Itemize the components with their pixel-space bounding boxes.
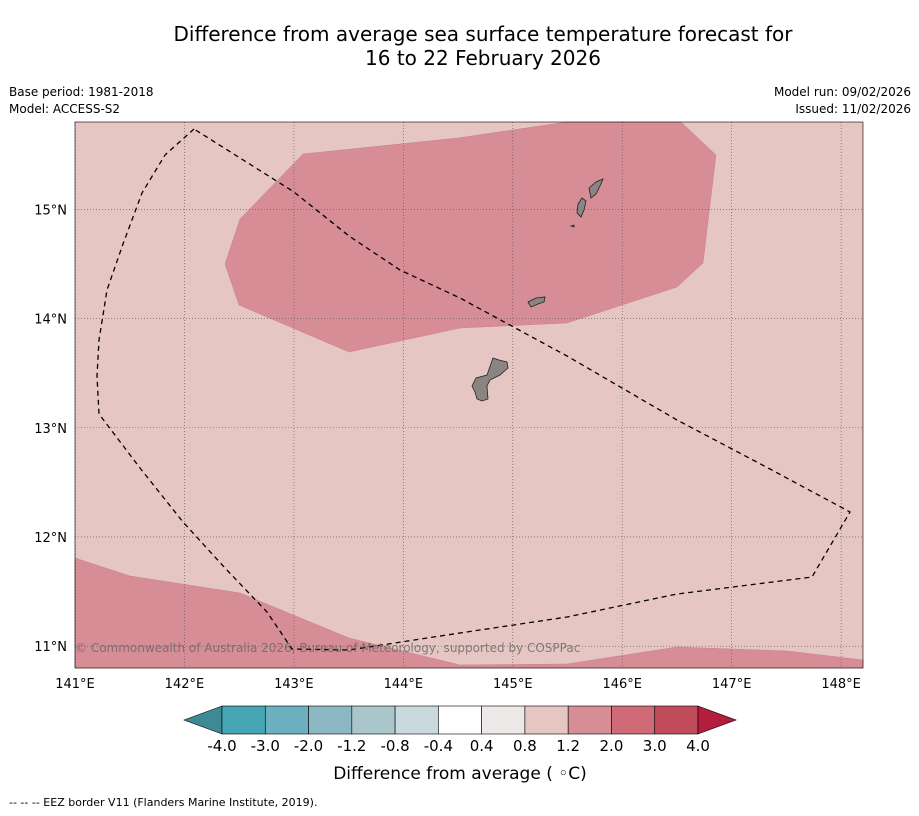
colorbar-tick: -2.0 <box>294 737 323 755</box>
islands <box>471 178 604 402</box>
issued-date: Issued: 11/02/2026 <box>795 102 911 116</box>
guam-island <box>471 357 509 402</box>
lon-label: 145°E <box>493 677 533 692</box>
lon-axis: 141°E 142°E 143°E 144°E 145°E 146°E 147°… <box>55 677 861 692</box>
chart-title: Difference from average sea surface temp… <box>0 22 919 70</box>
colorbar-tick: 2.0 <box>600 737 624 755</box>
model-name: Model: ACCESS-S2 <box>9 102 121 116</box>
lon-label: 143°E <box>274 677 314 692</box>
lon-label: 144°E <box>384 677 424 692</box>
meta-left: Base period: 1981-2018 Model: ACCESS-S2 <box>9 84 154 118</box>
lon-label: 141°E <box>55 677 95 692</box>
colorbar-box <box>524 705 569 735</box>
lon-label: 142°E <box>165 677 205 692</box>
colorbar-box <box>264 705 309 735</box>
eez-border <box>96 128 851 651</box>
colorbar-tick: 3.0 <box>643 737 667 755</box>
colorbar-tick: 1.2 <box>556 737 580 755</box>
colorbar-boxes <box>221 705 699 735</box>
lat-label: 14°N <box>34 313 67 328</box>
colorbar-box <box>654 705 699 735</box>
colorbar-box <box>221 705 266 735</box>
aguijan-island <box>569 224 575 228</box>
map-panel: © Commonwealth of Australia 2026, Bureau… <box>74 121 864 669</box>
meta-right: Model run: 09/02/2026 Issued: 11/02/2026 <box>774 84 911 118</box>
colorbar-over-arrow <box>697 705 737 735</box>
lat-label: 11°N <box>34 640 67 655</box>
tinian-island <box>576 197 587 218</box>
title-line-2: 16 to 22 February 2026 <box>365 46 601 70</box>
colorbar-under-arrow <box>183 705 223 735</box>
colorbar-box <box>351 705 396 735</box>
lat-label: 13°N <box>34 422 67 437</box>
colorbar-box <box>567 705 612 735</box>
lon-label: 146°E <box>602 677 642 692</box>
colorbar-tick: 0.4 <box>470 737 494 755</box>
lon-label: 148°E <box>821 677 861 692</box>
colorbar-tick: -0.4 <box>424 737 453 755</box>
saipan-island <box>588 178 604 199</box>
lat-label: 12°N <box>34 531 67 546</box>
colorbar-box <box>438 705 482 735</box>
lat-axis: 15°N 14°N 13°N 12°N 11°N <box>34 203 67 655</box>
lat-label: 15°N <box>34 203 67 218</box>
lon-label: 147°E <box>712 677 752 692</box>
base-period: Base period: 1981-2018 <box>9 85 154 99</box>
colorbar-label: Difference from average ( ◦C) <box>333 764 587 784</box>
colorbar: -4.0 -3.0 -2.0 -1.2 -0.8 -0.4 0.4 0.8 1.… <box>183 705 737 784</box>
colorbar-tick: -1.2 <box>337 737 366 755</box>
colorbar-box <box>481 705 526 735</box>
colorbar-tick: -3.0 <box>251 737 280 755</box>
title-line-1: Difference from average sea surface temp… <box>173 22 793 46</box>
rota-island <box>527 296 546 308</box>
colorbar-tick: -0.8 <box>380 737 409 755</box>
colorbar-tick: 4.0 <box>686 737 710 755</box>
colorbar-tick: -4.0 <box>207 737 236 755</box>
colorbar-box <box>308 705 353 735</box>
colorbar-box <box>611 705 656 735</box>
map-frame <box>74 121 864 669</box>
eez-legend: -- -- -- EEZ border V11 (Flanders Marine… <box>9 796 318 809</box>
colorbar-ticks: -4.0 -3.0 -2.0 -1.2 -0.8 -0.4 0.4 0.8 1.… <box>207 737 710 755</box>
copyright-text: © Commonwealth of Australia 2026, Bureau… <box>75 641 580 655</box>
colorbar-box <box>394 705 439 735</box>
model-run: Model run: 09/02/2026 <box>773 85 911 99</box>
colorbar-tick: 0.8 <box>513 737 537 755</box>
